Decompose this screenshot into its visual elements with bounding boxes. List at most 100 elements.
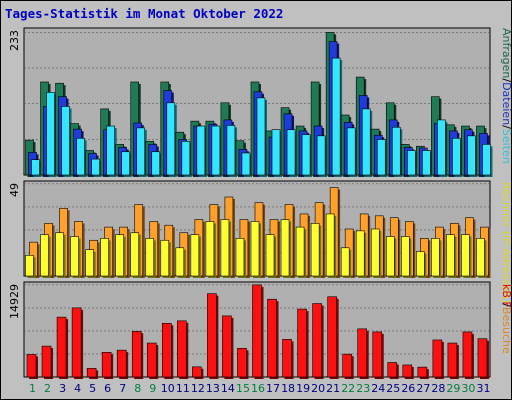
bar-kb-day-27 bbox=[417, 366, 428, 378]
bar-kb-day-26 bbox=[402, 364, 413, 378]
legend-separator: / bbox=[500, 125, 512, 129]
bar-rechner-day-22 bbox=[340, 247, 350, 277]
bar-kb-day-20 bbox=[312, 303, 322, 378]
bar-seiten-day-16 bbox=[256, 97, 266, 176]
bar-rechner-day-16 bbox=[250, 221, 260, 277]
x-tick-label-day-8: 8 bbox=[134, 382, 141, 395]
bar-seiten-day-8 bbox=[136, 127, 146, 176]
bar-kb-day-24 bbox=[372, 331, 383, 378]
x-tick-label-day-14: 14 bbox=[221, 382, 235, 395]
bar-rechner-day-15 bbox=[235, 238, 245, 277]
bar-seiten-day-3 bbox=[61, 106, 70, 176]
legend-separator: / bbox=[500, 303, 512, 307]
bar-kb-day-17 bbox=[267, 298, 277, 378]
bar-kb-day-15 bbox=[237, 347, 247, 378]
bar-rechner-day-27 bbox=[416, 251, 425, 277]
x-tick-label-day-10: 10 bbox=[161, 382, 175, 395]
x-tick-label-day-12: 12 bbox=[191, 382, 205, 395]
bar-kb-day-14 bbox=[222, 315, 232, 378]
x-tick-label-day-30: 30 bbox=[461, 382, 475, 395]
x-tick-label-day-7: 7 bbox=[119, 382, 126, 395]
bar-kb-day-2 bbox=[41, 345, 52, 378]
legend-entry: Rechner (IP-Adressen) bbox=[500, 182, 512, 303]
x-tick-label-day-13: 13 bbox=[206, 382, 220, 395]
bar-kb-day-9 bbox=[146, 342, 157, 378]
legend-entry: Dateien bbox=[500, 82, 512, 125]
bar-seiten-day-18 bbox=[286, 129, 296, 176]
bar-rechner-day-4 bbox=[70, 236, 79, 277]
bar-seiten-day-26 bbox=[407, 150, 416, 176]
bar-seiten-day-15 bbox=[241, 152, 251, 176]
bar-kb-day-10 bbox=[161, 322, 172, 378]
bar-rechner-day-25 bbox=[385, 236, 395, 277]
bar-rechner-day-23 bbox=[355, 230, 365, 277]
x-tick-label-day-9: 9 bbox=[149, 382, 156, 395]
bar-kb-day-11 bbox=[177, 320, 187, 378]
bar-kb-day-12 bbox=[192, 366, 202, 378]
bar-kb-day-22 bbox=[342, 353, 352, 378]
x-tick-label-day-27: 27 bbox=[416, 382, 430, 395]
bar-rechner-day-13 bbox=[205, 221, 215, 277]
bar-rechner-day-28 bbox=[431, 238, 440, 277]
bar-kb-day-5 bbox=[86, 368, 97, 378]
x-tick-label-day-16: 16 bbox=[251, 382, 265, 395]
x-tick-label-day-23: 23 bbox=[356, 382, 370, 395]
bar-kb-day-1 bbox=[26, 354, 37, 378]
bar-seiten-day-12 bbox=[196, 125, 206, 176]
bar-rechner-day-19 bbox=[295, 226, 305, 277]
bar-rechner-day-14 bbox=[220, 219, 230, 277]
x-tick-label-day-26: 26 bbox=[401, 382, 415, 395]
x-tick-label-day-31: 31 bbox=[476, 382, 490, 395]
x-tick-label-day-11: 11 bbox=[176, 382, 190, 395]
bar-seiten-day-9 bbox=[151, 151, 161, 176]
bar-rechner-day-30 bbox=[461, 234, 470, 277]
bar-seiten-day-13 bbox=[211, 125, 221, 176]
bar-kb-day-19 bbox=[297, 308, 307, 378]
x-tick-label-day-4: 4 bbox=[74, 382, 81, 395]
bar-seiten-day-7 bbox=[121, 151, 130, 176]
bar-rechner-day-3 bbox=[55, 232, 64, 277]
bar-seiten-day-19 bbox=[301, 134, 311, 176]
bar-kb-day-3 bbox=[56, 316, 67, 378]
bar-kb-day-16 bbox=[252, 284, 262, 378]
bar-seiten-day-11 bbox=[181, 141, 191, 176]
chart-title: Tages-Statistik im Monat Oktober 2022 bbox=[5, 6, 284, 21]
x-tick-label-day-25: 25 bbox=[386, 382, 400, 395]
bar-seiten-day-4 bbox=[76, 137, 85, 176]
x-tick-label-day-24: 24 bbox=[371, 382, 385, 395]
bar-seiten-day-2 bbox=[46, 92, 55, 176]
bar-seiten-day-24 bbox=[376, 139, 386, 176]
bar-kb-day-7 bbox=[116, 349, 127, 378]
x-tick-label-day-2: 2 bbox=[44, 382, 51, 395]
bar-seiten-day-29 bbox=[452, 137, 461, 176]
bar-seiten-day-17 bbox=[271, 129, 281, 176]
bar-rechner-day-20 bbox=[310, 223, 320, 277]
bar-kb-day-30 bbox=[462, 331, 473, 378]
bar-seiten-day-5 bbox=[91, 158, 100, 176]
x-tick-label-day-17: 17 bbox=[266, 382, 280, 395]
x-tick-label-day-19: 19 bbox=[296, 382, 310, 395]
x-tick-label-day-6: 6 bbox=[104, 382, 111, 395]
x-tick-label-day-21: 21 bbox=[326, 382, 340, 395]
bar-rechner-day-24 bbox=[370, 228, 380, 277]
bar-rechner-day-5 bbox=[85, 249, 94, 277]
bar-kb-day-25 bbox=[387, 362, 398, 378]
legend-entry: Besuche bbox=[500, 307, 512, 354]
bar-seiten-day-1 bbox=[31, 159, 40, 176]
bar-rechner-day-21 bbox=[325, 213, 335, 277]
bar-rechner-day-8 bbox=[130, 232, 140, 277]
bar-rechner-day-2 bbox=[40, 234, 49, 277]
bar-seiten-day-30 bbox=[467, 135, 476, 176]
bar-kb-day-18 bbox=[282, 339, 292, 378]
x-tick-label-day-29: 29 bbox=[446, 382, 460, 395]
legend-panel-2: Rechner (IP-Adressen)/Besuche bbox=[500, 182, 512, 354]
bar-seiten-day-25 bbox=[391, 126, 401, 176]
bar-kb-day-23 bbox=[357, 328, 368, 378]
bar-seiten-day-27 bbox=[422, 150, 431, 176]
y-max-label-panel-2: 49 bbox=[8, 183, 21, 197]
bar-kb-day-13 bbox=[207, 293, 217, 378]
bar-rechner-day-17 bbox=[265, 234, 275, 277]
bar-kb-day-28 bbox=[432, 339, 443, 378]
bar-kb-day-29 bbox=[447, 342, 458, 378]
